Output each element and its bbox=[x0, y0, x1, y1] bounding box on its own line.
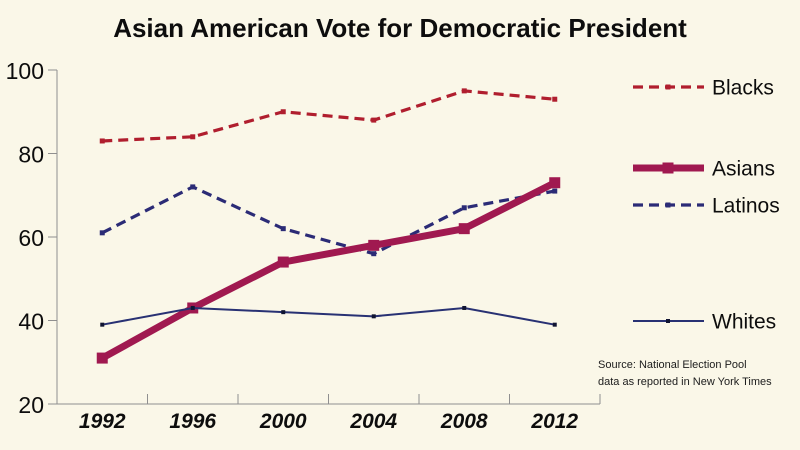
series-line-blacks bbox=[102, 89, 555, 143]
series-marker-asians bbox=[277, 256, 289, 268]
series-line-whites bbox=[102, 306, 555, 326]
series-marker-latinos bbox=[461, 205, 467, 211]
legend-marker-blacks bbox=[665, 84, 671, 90]
series-marker-blacks bbox=[371, 117, 377, 123]
y-tick-label: 80 bbox=[18, 142, 44, 168]
legend-label-blacks: Blacks bbox=[712, 77, 774, 100]
legend-label-whites: Whites bbox=[712, 311, 776, 334]
legend-marker-asians bbox=[662, 162, 674, 174]
series-marker-whites bbox=[100, 322, 105, 327]
series-marker-asians bbox=[368, 239, 380, 251]
y-tick-label: 40 bbox=[18, 309, 44, 335]
series-marker-blacks bbox=[280, 109, 286, 115]
source-note-line2: data as reported in New York Times bbox=[598, 376, 772, 388]
y-tick-label: 60 bbox=[18, 225, 44, 251]
series-marker-whites bbox=[462, 305, 467, 310]
series-marker-blacks bbox=[461, 88, 467, 94]
series-marker-asians bbox=[458, 223, 470, 235]
series-marker-blacks bbox=[552, 96, 558, 102]
series-marker-blacks bbox=[99, 138, 105, 144]
series-line-latinos bbox=[101, 185, 556, 256]
series-marker-latinos bbox=[371, 251, 377, 257]
series-marker-asians bbox=[549, 177, 561, 189]
series-marker-latinos bbox=[280, 226, 286, 232]
series-marker-blacks bbox=[190, 134, 196, 140]
series-marker-whites bbox=[552, 322, 557, 327]
series-marker-whites bbox=[281, 310, 286, 315]
series-marker-whites bbox=[190, 305, 195, 310]
series-marker-latinos bbox=[99, 230, 105, 236]
source-note: Source: National Election Pool data as r… bbox=[598, 357, 772, 391]
series-marker-asians bbox=[96, 352, 108, 364]
source-note-line1: Source: National Election Pool bbox=[598, 359, 747, 371]
x-tick-label: 2008 bbox=[440, 410, 488, 433]
x-tick-label: 1992 bbox=[79, 410, 126, 433]
legend-label-asians: Asians bbox=[712, 158, 775, 181]
legend-label-latinos: Latinos bbox=[712, 195, 780, 218]
series-marker-latinos bbox=[190, 184, 196, 190]
x-tick-label: 2004 bbox=[349, 410, 397, 433]
x-tick-label: 1996 bbox=[169, 410, 216, 433]
x-tick-label: 2012 bbox=[530, 410, 578, 433]
series-line-asians bbox=[100, 179, 557, 362]
x-tick-label: 2000 bbox=[259, 410, 307, 433]
chart-title: Asian American Vote for Democratic Presi… bbox=[113, 13, 687, 43]
legend-marker-whites bbox=[666, 319, 670, 323]
series-marker-latinos bbox=[552, 188, 558, 194]
y-tick-label: 20 bbox=[18, 392, 44, 418]
y-tick-label: 100 bbox=[6, 58, 44, 84]
legend-marker-latinos bbox=[665, 202, 671, 208]
series-marker-whites bbox=[371, 314, 376, 319]
